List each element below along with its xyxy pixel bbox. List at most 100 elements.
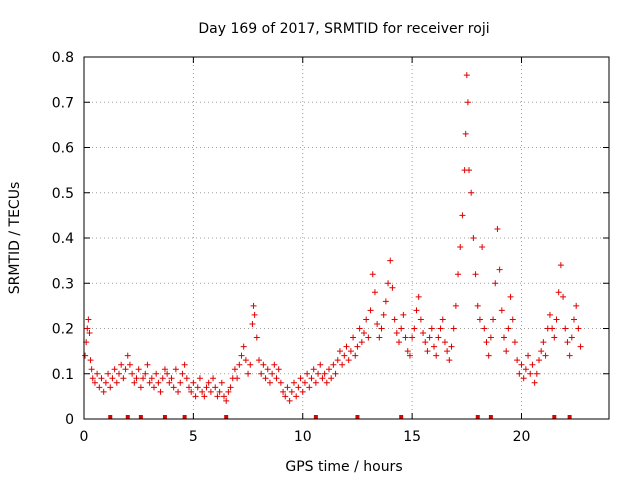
baseline-marker xyxy=(399,415,404,419)
data-point xyxy=(466,167,472,174)
data-point xyxy=(339,361,346,368)
data-point xyxy=(271,361,278,368)
y-tick-label: 0.8 xyxy=(52,50,74,66)
data-point xyxy=(358,339,365,346)
data-point xyxy=(391,316,398,323)
data-point xyxy=(424,348,431,355)
data-point xyxy=(455,271,462,278)
data-point xyxy=(210,375,217,382)
data-point xyxy=(538,348,545,355)
data-point xyxy=(301,379,308,386)
data-point xyxy=(387,257,394,264)
data-point xyxy=(146,379,153,386)
data-point xyxy=(520,375,527,382)
data-point xyxy=(330,361,337,368)
data-point xyxy=(153,370,160,377)
data-point xyxy=(450,325,457,332)
y-tick-label: 0.5 xyxy=(52,186,74,202)
data-point xyxy=(273,375,280,382)
data-point xyxy=(199,388,206,395)
data-point xyxy=(551,334,558,341)
data-point xyxy=(472,271,479,278)
data-point xyxy=(492,280,499,287)
data-point xyxy=(385,280,392,287)
data-point xyxy=(464,99,471,106)
data-point xyxy=(111,366,118,373)
data-point xyxy=(151,384,157,391)
x-tick-label: 15 xyxy=(403,429,421,445)
baseline-marker xyxy=(552,415,557,419)
data-point xyxy=(168,375,175,382)
data-point xyxy=(194,384,201,391)
data-point xyxy=(157,388,164,395)
baseline-marker xyxy=(138,415,143,419)
data-point xyxy=(286,397,293,404)
data-point xyxy=(308,375,315,382)
data-point xyxy=(398,325,405,332)
data-point xyxy=(352,352,359,359)
baseline-marker xyxy=(125,415,130,419)
baseline-marker xyxy=(182,415,187,419)
data-point xyxy=(245,370,252,377)
data-point xyxy=(575,325,582,332)
data-point xyxy=(203,384,210,391)
data-point xyxy=(476,316,483,323)
data-point xyxy=(223,397,230,404)
data-point xyxy=(190,379,197,386)
data-point xyxy=(201,393,208,400)
data-point xyxy=(468,189,475,196)
y-tick-label: 0.6 xyxy=(52,141,74,157)
data-point xyxy=(367,307,374,314)
data-point xyxy=(560,293,567,300)
data-point xyxy=(328,375,335,382)
data-points xyxy=(82,72,584,404)
data-point xyxy=(291,379,297,386)
data-point xyxy=(422,339,429,346)
baseline-marker xyxy=(567,415,572,419)
data-point xyxy=(85,316,92,323)
data-point xyxy=(212,384,219,391)
data-point xyxy=(444,348,451,355)
data-point xyxy=(321,370,328,377)
data-point xyxy=(347,348,354,355)
data-point xyxy=(326,366,332,373)
data-point xyxy=(420,330,427,337)
data-point xyxy=(496,266,503,273)
data-point xyxy=(479,244,486,251)
data-point xyxy=(284,384,291,391)
data-point xyxy=(96,384,103,391)
data-point xyxy=(164,370,171,377)
data-point xyxy=(562,325,569,332)
data-point xyxy=(277,379,284,386)
data-point xyxy=(109,375,116,382)
data-point xyxy=(205,379,212,386)
data-point xyxy=(332,370,339,377)
data-point xyxy=(371,289,378,296)
data-point xyxy=(323,379,330,386)
data-point xyxy=(238,352,245,359)
data-point xyxy=(256,357,262,364)
data-point xyxy=(89,375,96,382)
data-point xyxy=(382,298,389,305)
data-point xyxy=(118,361,125,368)
data-point xyxy=(170,384,177,391)
y-tick-label: 0 xyxy=(65,412,74,428)
data-point xyxy=(415,293,422,300)
data-point xyxy=(536,357,542,364)
data-point xyxy=(483,339,490,346)
data-point xyxy=(216,388,223,395)
data-point xyxy=(102,379,109,386)
data-point xyxy=(341,352,348,359)
data-point xyxy=(129,370,136,377)
data-point xyxy=(525,352,532,359)
data-point xyxy=(166,379,173,386)
data-point xyxy=(251,311,258,318)
data-point xyxy=(518,361,525,368)
data-point xyxy=(463,72,470,79)
data-point xyxy=(293,393,300,400)
data-point xyxy=(86,330,93,337)
data-point xyxy=(555,289,562,296)
data-point xyxy=(218,379,225,386)
data-point xyxy=(299,388,306,395)
